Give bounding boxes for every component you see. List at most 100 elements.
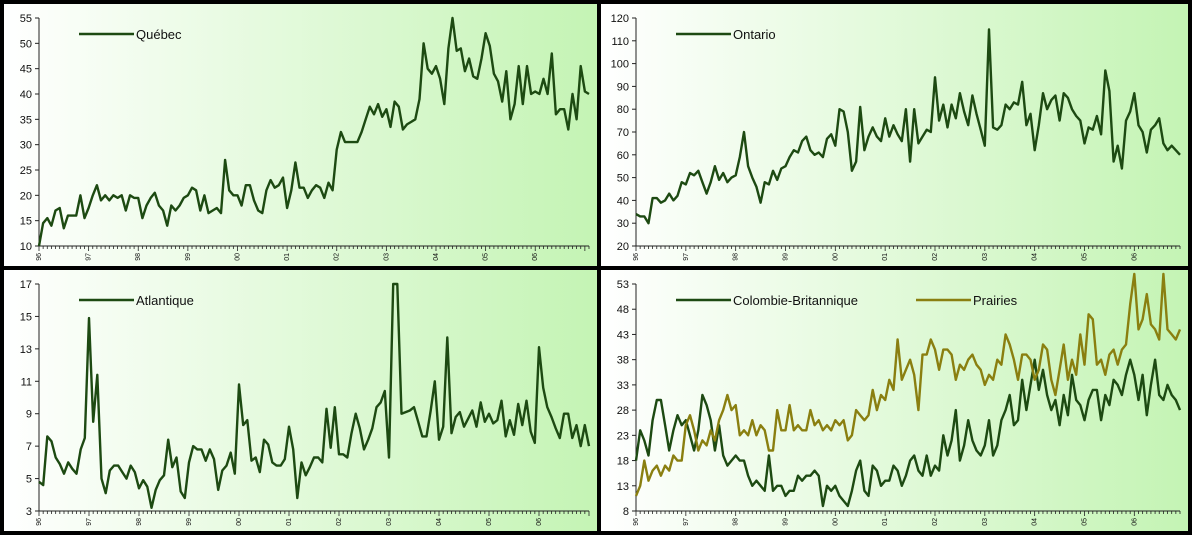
x-tick-label: 01 — [286, 518, 293, 526]
y-tick-label: 30 — [617, 218, 629, 230]
x-tick-label: 96 — [36, 253, 43, 261]
legend-label-prairies: Prairies — [973, 293, 1018, 308]
x-tick-label: 04 — [433, 253, 440, 261]
chart-panel-atlantique: 3 5 7 9 11 13 15 17 96 97 98 99 00 01 02 03 04 05 06 Atlant… — [4, 270, 597, 531]
y-tick-label: 35 — [20, 114, 32, 126]
x-tick-label: 97 — [86, 518, 93, 526]
y-tick-label: 11 — [21, 376, 32, 388]
x-tick-label: 05 — [483, 253, 490, 261]
x-tick-label: 02 — [932, 253, 939, 261]
chart-background — [601, 4, 1188, 266]
y-tick-label: 40 — [20, 89, 32, 101]
y-tick-label: 53 — [617, 279, 629, 291]
x-tick-label: 05 — [486, 518, 493, 526]
x-tick-label: 06 — [1131, 253, 1138, 261]
chart-svg: 8 13 18 23 28 33 38 43 48 53 96 97 98 99 00 01 02 03 04 05 0… — [601, 270, 1188, 531]
y-tick-label: 100 — [611, 59, 629, 71]
y-tick-label: 10 — [20, 241, 32, 253]
chart-panel-quebec: 10 15 20 25 30 35 40 45 50 55 96 97 98 99 00 01 02 03 04 05… — [4, 4, 597, 266]
y-tick-label: 15 — [20, 216, 32, 228]
x-tick-label: 02 — [336, 518, 343, 526]
x-tick-label: 98 — [135, 253, 142, 261]
y-tick-label: 28 — [617, 405, 629, 417]
x-tick-label: 05 — [1081, 518, 1088, 526]
legend-label-atlantique: Atlantique — [136, 293, 194, 308]
x-tick-label: 98 — [136, 518, 143, 526]
x-tick-label: 04 — [436, 518, 443, 526]
x-tick-label: 99 — [186, 518, 193, 526]
y-tick-label: 15 — [20, 311, 32, 323]
chart-panel-ontario: 20 30 40 50 60 70 80 90 100 110 120 96 97 98 99 00 01 02 0… — [601, 4, 1188, 266]
y-tick-label: 55 — [20, 13, 32, 25]
y-tick-label: 20 — [20, 190, 32, 202]
x-tick-label: 97 — [683, 518, 690, 526]
y-tick-label: 18 — [617, 456, 629, 468]
y-tick-label: 90 — [617, 81, 629, 93]
x-tick-label: 99 — [185, 253, 192, 261]
y-tick-label: 38 — [617, 355, 629, 367]
x-tick-label: 06 — [1131, 518, 1138, 526]
x-tick-label: 97 — [683, 253, 690, 261]
x-tick-label: 96 — [36, 518, 43, 526]
y-tick-label: 25 — [20, 165, 32, 177]
y-tick-label: 120 — [611, 13, 629, 25]
x-tick-label: 02 — [334, 253, 341, 261]
y-tick-label: 8 — [623, 506, 629, 518]
y-tick-label: 70 — [617, 127, 629, 139]
x-tick-label: 02 — [932, 518, 939, 526]
x-tick-label: 03 — [982, 518, 989, 526]
y-tick-label: 7 — [26, 441, 32, 453]
x-tick-label: 05 — [1081, 253, 1088, 261]
x-tick-label: 03 — [982, 253, 989, 261]
x-tick-label: 96 — [633, 253, 640, 261]
x-tick-label: 03 — [386, 518, 393, 526]
y-tick-label: 5 — [26, 474, 32, 486]
chart-svg: 3 5 7 9 11 13 15 17 96 97 98 99 00 01 02 03 04 05 06 Atlant… — [4, 270, 597, 531]
series-line-quebec — [37, 16, 590, 247]
y-tick-label: 50 — [617, 173, 629, 185]
x-tick-label: 01 — [284, 253, 291, 261]
y-tick-label: 50 — [20, 38, 32, 50]
series-line-ontario — [635, 28, 1181, 225]
chart-svg: 20 30 40 50 60 70 80 90 100 110 120 96 97 98 99 00 01 02 0… — [601, 4, 1188, 266]
legend-label-ontario: Ontario — [733, 27, 776, 42]
x-tick-label: 00 — [234, 253, 241, 261]
x-tick-label: 99 — [782, 518, 789, 526]
x-tick-label: 01 — [882, 253, 889, 261]
x-tick-label: 04 — [1032, 518, 1039, 526]
x-tick-label: 98 — [733, 253, 740, 261]
y-tick-label: 3 — [26, 506, 32, 518]
x-tick-label: 98 — [733, 518, 740, 526]
y-tick-label: 48 — [617, 304, 629, 316]
y-tick-label: 40 — [617, 195, 629, 207]
y-tick-label: 30 — [20, 140, 32, 152]
y-tick-label: 43 — [617, 329, 629, 341]
y-tick-label: 13 — [617, 481, 629, 493]
y-tick-label: 20 — [617, 241, 629, 253]
y-tick-label: 9 — [26, 409, 32, 421]
x-tick-label: 96 — [633, 518, 640, 526]
x-tick-label: 06 — [536, 518, 543, 526]
y-tick-label: 60 — [617, 150, 629, 162]
y-tick-label: 45 — [20, 64, 32, 76]
series-line-colombie-britannique — [634, 358, 1182, 508]
x-tick-label: 03 — [383, 253, 390, 261]
y-tick-label: 110 — [611, 36, 629, 48]
x-tick-label: 99 — [782, 253, 789, 261]
chart-panel-bc-prairies: 8 13 18 23 28 33 38 43 48 53 96 97 98 99 00 01 02 03 04 05 0… — [601, 270, 1188, 531]
chart-background — [4, 4, 597, 266]
y-tick-label: 23 — [617, 430, 629, 442]
x-tick-label: 00 — [832, 253, 839, 261]
y-tick-label: 80 — [617, 104, 629, 116]
x-tick-label: 00 — [832, 518, 839, 526]
chart-background — [601, 270, 1188, 531]
legend-label-quebec: Québec — [136, 27, 182, 42]
y-tick-label: 17 — [20, 279, 32, 291]
x-tick-label: 97 — [86, 253, 93, 261]
y-tick-label: 33 — [617, 380, 629, 392]
series-line-atlantique — [38, 282, 591, 510]
y-tick-label: 13 — [20, 344, 32, 356]
chart-svg: 10 15 20 25 30 35 40 45 50 55 96 97 98 99 00 01 02 03 04 05… — [4, 4, 597, 266]
x-tick-label: 06 — [532, 253, 539, 261]
